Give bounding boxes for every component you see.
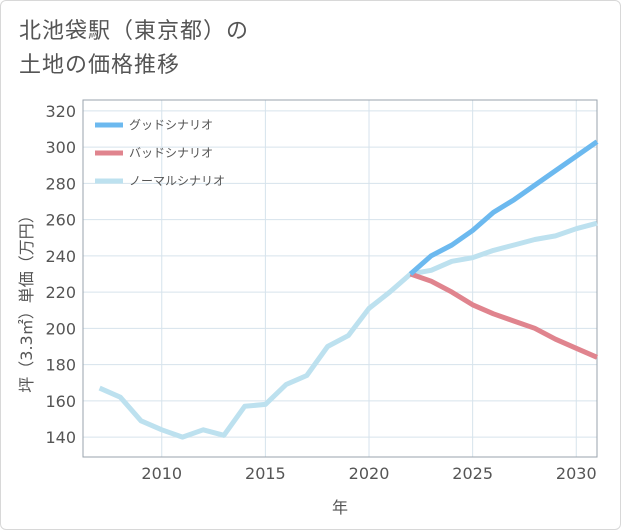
y-tick-220: 220: [45, 283, 76, 302]
y-axis-title: 坪（3.3㎡）単価（万円）: [17, 207, 36, 392]
legend-item-2[interactable]: ノーマルシナリオ: [95, 174, 225, 188]
x-tick-2030: 2030: [556, 464, 597, 483]
chart-title: 北池袋駅（東京都）の 土地の価格推移: [19, 15, 249, 83]
x-tick-2010: 2010: [141, 464, 182, 483]
legend-item-0[interactable]: グッドシナリオ: [95, 118, 213, 132]
legend-label-1: バッドシナリオ: [129, 146, 213, 160]
title-line-2: 土地の価格推移: [19, 53, 181, 78]
y-tick-160: 160: [45, 392, 76, 411]
series: [98, 139, 599, 440]
y-tick-280: 280: [45, 174, 76, 193]
plot-frame: [82, 99, 598, 458]
x-tick-2015: 2015: [245, 464, 286, 483]
x-tick-2020: 2020: [349, 464, 390, 483]
y-tick-200: 200: [45, 319, 76, 338]
y-tick-320: 320: [45, 102, 76, 121]
title-line-1: 北池袋駅（東京都）の: [19, 19, 250, 44]
x-axis-title: 年: [332, 498, 348, 517]
y-tick-260: 260: [45, 211, 76, 230]
series-line-2: [98, 220, 598, 440]
y-tick-180: 180: [45, 356, 76, 375]
x-tick-2025: 2025: [452, 464, 493, 483]
legend-label-0: グッドシナリオ: [129, 118, 213, 132]
y-tick-240: 240: [45, 247, 76, 266]
legend-item-1[interactable]: バッドシナリオ: [95, 146, 213, 160]
grid: [83, 100, 597, 457]
y-tick-140: 140: [45, 428, 76, 447]
series-line-1: [409, 271, 598, 360]
y-tick-300: 300: [45, 138, 76, 157]
series-line-0: [408, 139, 599, 276]
legend-label-2: ノーマルシナリオ: [129, 174, 225, 188]
axis-ticks: 140 160 180 200 220 240 260 280 300 320 2010 2015 20…: [45, 102, 596, 483]
